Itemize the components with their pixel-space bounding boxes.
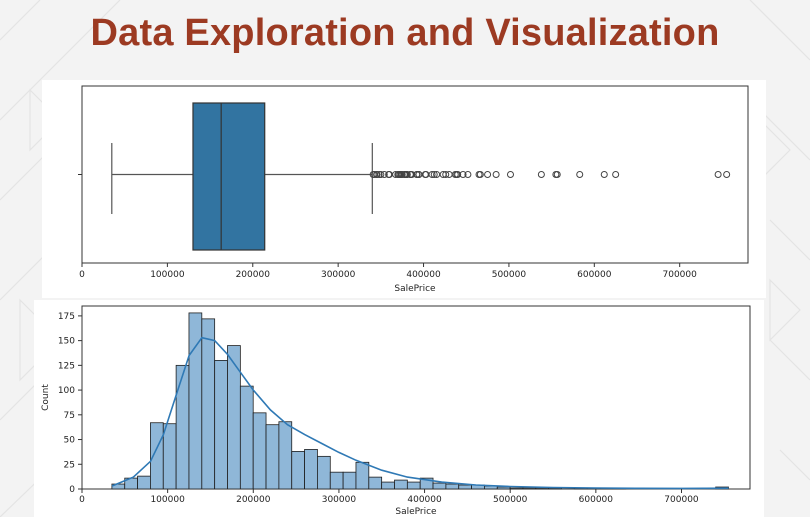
- y-axis-label: Count: [41, 384, 51, 411]
- histogram-bar: [175, 364, 190, 490]
- histogram-bar: [304, 449, 318, 490]
- x-tick-label: 100000: [150, 270, 185, 280]
- histogram-bar: [522, 487, 537, 490]
- x-tick-label: 200000: [236, 270, 271, 280]
- x-tick-label: 600000: [579, 495, 614, 505]
- histogram-bar: [137, 475, 151, 490]
- histogram-bar: [201, 318, 216, 490]
- histogram-bar: [406, 481, 421, 490]
- y-tick-label: 50: [64, 436, 76, 446]
- histogram-bar: [394, 479, 408, 490]
- outlier-point: [476, 171, 484, 178]
- boxplot-panel: 0 100000 200000 300000 400000 500000 600000 700…: [42, 80, 766, 298]
- boxplot-chart: 0 100000 200000 300000 400000 500000 600000 700…: [78, 85, 749, 294]
- y-tick-label: 125: [58, 361, 75, 371]
- x-tick-label: 700000: [664, 495, 699, 505]
- outlier-point: [714, 171, 722, 178]
- x-tick-label: 400000: [407, 495, 442, 505]
- x-tick-label: 200000: [236, 495, 271, 505]
- histogram-bar: [342, 471, 357, 490]
- outlier-point: [492, 171, 500, 178]
- y-tick-label: 25: [64, 460, 75, 470]
- histogram-bar: [432, 482, 447, 490]
- outlier-point: [459, 171, 467, 178]
- outlier-point: [576, 171, 584, 178]
- outlier-point: [537, 171, 545, 178]
- y-tick-label: 175: [58, 312, 75, 322]
- outlier-point: [430, 171, 438, 178]
- outlier-point: [380, 171, 388, 178]
- y-tick-label: 0: [69, 485, 75, 495]
- histogram-bar: [368, 476, 383, 490]
- outlier-point: [442, 171, 450, 178]
- slide-title: Data Exploration and Visualization: [90, 12, 720, 54]
- x-tick-label: 0: [79, 495, 85, 505]
- outlier-point: [408, 171, 416, 178]
- outlier-point: [398, 171, 406, 178]
- y-tick-label: 150: [58, 337, 75, 347]
- x-axis-label: SalePrice: [394, 284, 436, 294]
- histogram-bar: [329, 471, 344, 490]
- histogram-bar: [317, 455, 331, 490]
- outlier-point: [484, 171, 492, 178]
- outlier-point: [433, 171, 441, 178]
- x-axis-label: SalePrice: [395, 507, 437, 517]
- histogram-bar: [265, 424, 280, 490]
- x-tick-label: 300000: [321, 270, 356, 280]
- outlier-point: [373, 171, 381, 178]
- histogram-chart: 0 25 50 75 100 125 150 175 Count 0 100000 200000 300…: [41, 305, 751, 517]
- x-tick-label: 400000: [406, 270, 441, 280]
- histogram-bar: [535, 487, 550, 490]
- histogram-bar: [445, 483, 460, 490]
- histogram-bar: [214, 360, 228, 490]
- histogram-bar: [381, 481, 395, 490]
- outlier-point: [553, 171, 561, 178]
- histogram-bar: [239, 385, 254, 490]
- y-tick-label: 100: [58, 386, 75, 396]
- histogram-bar: [509, 487, 524, 490]
- x-tick-label: 700000: [663, 270, 698, 280]
- histogram-bar: [291, 451, 305, 490]
- x-tick-label: 300000: [322, 495, 357, 505]
- kde-line: [111, 336, 729, 490]
- x-tick-label: 600000: [577, 270, 612, 280]
- x-tick-label: 0: [79, 270, 85, 280]
- histogram-bar: [227, 345, 241, 490]
- outlier-point: [600, 171, 608, 178]
- outlier-point: [612, 171, 620, 178]
- outlier-point: [377, 171, 385, 178]
- histogram-bar: [458, 484, 472, 490]
- histogram-bar: [252, 412, 267, 490]
- iqr-box: [192, 102, 266, 251]
- x-tick-label: 500000: [492, 270, 527, 280]
- outlier-point: [506, 171, 514, 178]
- histogram-bar: [355, 461, 370, 490]
- outlier-point: [428, 171, 436, 178]
- x-tick-label: 500000: [493, 495, 528, 505]
- outlier-point: [464, 171, 472, 178]
- outlier-point: [403, 171, 411, 178]
- x-tick-label: 100000: [150, 495, 185, 505]
- y-tick-label: 75: [64, 411, 75, 421]
- histogram-bar: [162, 423, 177, 490]
- histogram-bar: [278, 421, 293, 490]
- histogram-bar: [496, 486, 511, 490]
- histogram-panel: 0 25 50 75 100 125 150 175 Count 0 100000 200000 300…: [34, 300, 764, 517]
- outlier-point: [454, 171, 462, 178]
- outlier-point: [723, 171, 731, 178]
